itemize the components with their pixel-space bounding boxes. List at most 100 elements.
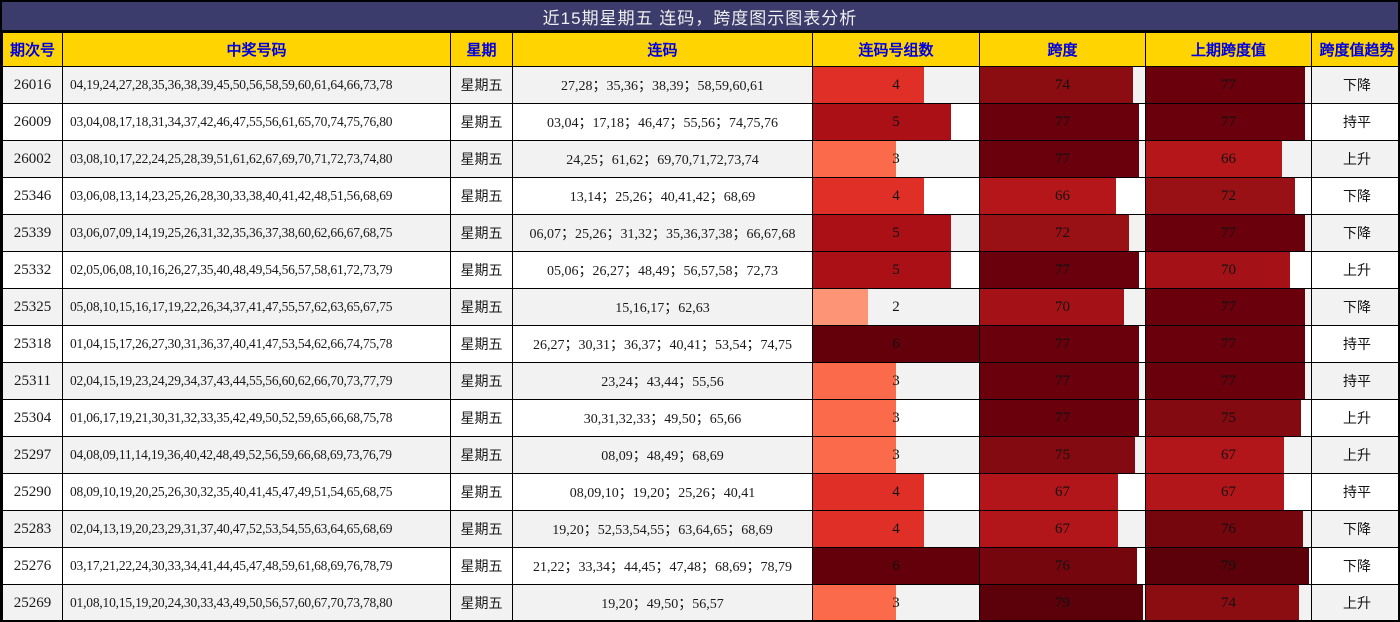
prev-span-cell: 77 [1145, 214, 1312, 252]
trend-value: 下降 [1311, 66, 1398, 104]
span-cell: 67 [979, 473, 1146, 511]
prev-span-value: 79 [1221, 558, 1236, 574]
prev-span-bar [1146, 289, 1305, 325]
groups-cell: 3 [812, 362, 980, 400]
trend-value: 下降 [1311, 510, 1398, 548]
groups-value: 3 [892, 447, 900, 463]
prev-span-cell: 70 [1145, 251, 1312, 289]
period-value: 26009 [2, 103, 63, 141]
groups-bar [813, 289, 869, 325]
groups-value: 5 [892, 225, 900, 241]
prev-span-value: 77 [1221, 77, 1236, 93]
consecutive-value: 21,22；33,34；44,45；47,48；68,69；78,79 [512, 547, 813, 585]
span-value: 77 [1055, 373, 1070, 389]
weekday-value: 星期五 [450, 140, 513, 178]
span-bar [980, 511, 1119, 547]
period-value: 25297 [2, 436, 63, 474]
page-title: 近15期星期五 连码，跨度图示图表分析 [542, 8, 858, 28]
col-header-trend: 跨度值趋势 [1311, 32, 1398, 67]
groups-cell: 4 [812, 510, 980, 548]
table-row: 25318 01,04,15,17,26,27,30,31,36,37,40,4… [2, 325, 1398, 363]
span-value: 74 [1055, 77, 1070, 93]
consecutive-value: 08,09,10；19,20；25,26；40,41 [512, 473, 813, 511]
prev-span-bar [1146, 400, 1301, 436]
span-bar [980, 585, 1143, 620]
span-cell: 76 [979, 547, 1146, 585]
span-bar [980, 474, 1119, 510]
groups-value: 6 [892, 336, 900, 352]
span-cell: 67 [979, 510, 1146, 548]
groups-value: 3 [892, 410, 900, 426]
groups-bar [813, 437, 896, 473]
col-header-numbers: 中奖号码 [62, 32, 451, 67]
groups-cell: 6 [812, 325, 980, 363]
trend-value: 持平 [1311, 362, 1398, 400]
groups-value: 5 [892, 262, 900, 278]
period-value: 25283 [2, 510, 63, 548]
prev-span-value: 66 [1221, 151, 1236, 167]
consecutive-value: 30,31,32,33；49,50；65,66 [512, 399, 813, 437]
period-value: 26002 [2, 140, 63, 178]
prev-span-value: 75 [1221, 410, 1236, 426]
table-row: 25325 05,08,10,15,16,17,19,22,26,34,37,4… [2, 288, 1398, 326]
period-value: 25339 [2, 214, 63, 252]
period-value: 25325 [2, 288, 63, 326]
prev-span-bar [1146, 141, 1283, 177]
prev-span-value: 72 [1221, 188, 1236, 204]
prev-span-bar [1146, 104, 1305, 140]
weekday-value: 星期五 [450, 177, 513, 215]
groups-bar [813, 363, 896, 399]
groups-bar [813, 585, 896, 620]
table-row: 25290 08,09,10,19,20,25,26,30,32,35,40,4… [2, 473, 1398, 511]
table-row: 25311 02,04,15,19,23,24,29,34,37,43,44,5… [2, 362, 1398, 400]
weekday-value: 星期五 [450, 103, 513, 141]
trend-value: 上升 [1311, 436, 1398, 474]
col-header-prev-span: 上期跨度值 [1145, 32, 1312, 67]
groups-cell: 5 [812, 103, 980, 141]
consecutive-value: 06,07；25,26；31,32；35,36,37,38；66,67,68 [512, 214, 813, 252]
trend-value: 上升 [1311, 140, 1398, 178]
trend-value: 下降 [1311, 177, 1398, 215]
span-bar [980, 289, 1125, 325]
prev-span-bar [1146, 437, 1285, 473]
prev-span-value: 77 [1221, 336, 1236, 352]
prev-span-cell: 74 [1145, 584, 1312, 620]
groups-cell: 3 [812, 140, 980, 178]
span-cell: 79 [979, 584, 1146, 620]
prev-span-bar [1146, 67, 1305, 103]
prev-span-value: 77 [1221, 114, 1236, 130]
weekday-value: 星期五 [450, 399, 513, 437]
numbers-value: 03,17,21,22,24,30,33,34,41,44,45,47,48,5… [62, 547, 451, 585]
period-value: 25318 [2, 325, 63, 363]
groups-cell: 2 [812, 288, 980, 326]
span-cell: 77 [979, 399, 1146, 437]
col-header-weekday: 星期 [450, 32, 513, 67]
prev-span-value: 70 [1221, 262, 1236, 278]
trend-value: 下降 [1311, 288, 1398, 326]
span-bar [980, 178, 1117, 214]
groups-cell: 5 [812, 214, 980, 252]
table-row: 25346 03,06,08,13,14,23,25,26,28,30,33,3… [2, 177, 1398, 215]
weekday-value: 星期五 [450, 251, 513, 289]
prev-span-cell: 77 [1145, 325, 1312, 363]
prev-span-cell: 67 [1145, 473, 1312, 511]
numbers-value: 01,06,17,19,21,30,31,32,33,35,42,49,50,5… [62, 399, 451, 437]
weekday-value: 星期五 [450, 362, 513, 400]
groups-bar [813, 252, 952, 288]
groups-cell: 4 [812, 473, 980, 511]
prev-span-cell: 75 [1145, 399, 1312, 437]
groups-value: 4 [892, 484, 900, 500]
span-cell: 75 [979, 436, 1146, 474]
prev-span-bar [1146, 326, 1305, 362]
span-value: 67 [1055, 521, 1070, 537]
consecutive-value: 08,09；48,49；68,69 [512, 436, 813, 474]
trend-value: 持平 [1311, 325, 1398, 363]
groups-cell: 6 [812, 547, 980, 585]
consecutive-value: 13,14；25,26；40,41,42；68,69 [512, 177, 813, 215]
span-value: 77 [1055, 262, 1070, 278]
consecutive-value: 19,20；49,50；56,57 [512, 584, 813, 620]
groups-cell: 4 [812, 66, 980, 104]
consecutive-value: 24,25；61,62；69,70,71,72,73,74 [512, 140, 813, 178]
groups-bar [813, 141, 896, 177]
